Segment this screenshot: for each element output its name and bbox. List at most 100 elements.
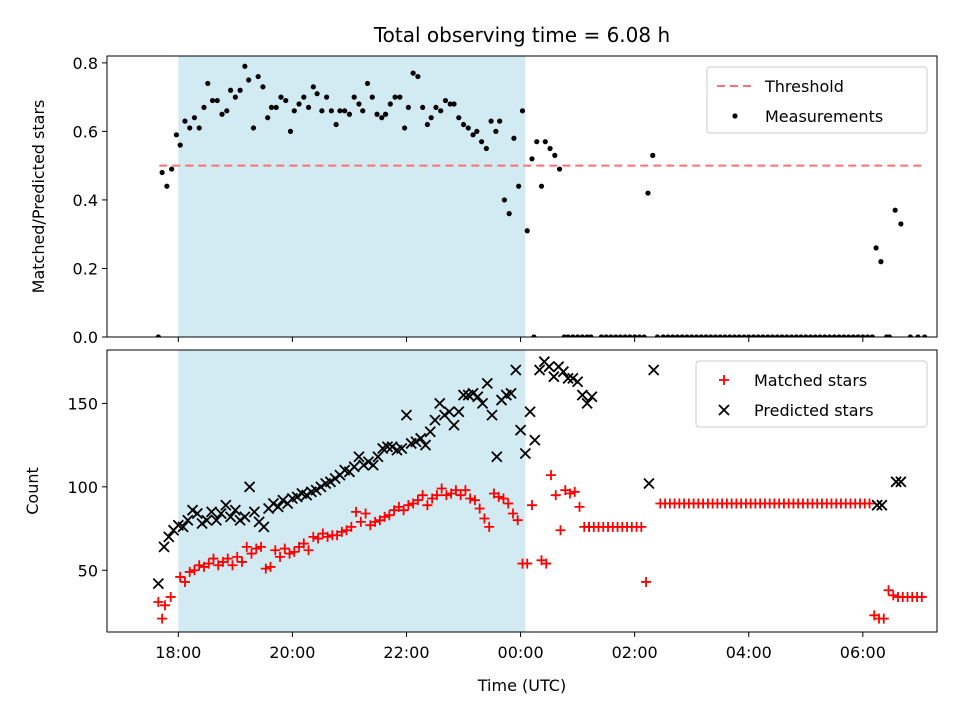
data-point [493,128,499,134]
data-point [351,94,357,100]
data-point [224,511,237,523]
data-point [793,334,799,337]
data-point [351,506,362,517]
data-point [224,108,230,114]
data-point [164,183,170,189]
data-point [588,334,594,337]
data-point [397,94,403,100]
data-point [586,391,598,403]
top-y-tick-label: 0.8 [73,54,98,73]
data-point [465,493,476,504]
data-point [641,334,647,337]
data-point [398,505,409,516]
data-point [410,436,422,448]
data-point [465,125,471,131]
bottom-panel-counts: 50 100 150 18:00 20:00 22:00 00:00 02:00 04:00 06… [67,349,938,662]
data-point [831,334,837,337]
data-point [497,118,503,124]
data-point [222,553,233,564]
data-point [708,334,714,337]
data-point [429,414,441,426]
data-point [374,111,380,117]
data-point [179,576,190,587]
data-point [922,334,928,337]
data-point [384,510,395,521]
data-point [191,115,198,121]
data-point [255,73,261,80]
data-point [608,334,614,337]
data-point [548,371,560,383]
data-point [555,525,566,536]
data-point [510,364,522,376]
data-point [769,334,776,337]
data-point [654,334,661,337]
data-point [574,501,585,512]
data-point [575,334,581,337]
data-point [301,489,313,501]
data-point [301,94,307,100]
data-point [194,560,205,571]
data-point [265,115,271,121]
top-y-tick-label: 0.0 [73,328,98,347]
data-point [355,516,366,527]
data-point [878,613,889,624]
data-point [784,334,790,337]
data-point [346,111,353,117]
legend-label: Matched stars [754,371,867,390]
data-point [542,139,548,145]
data-point [208,553,219,564]
data-point [760,334,766,337]
data-point [214,97,220,104]
data-point [324,476,337,488]
data-point [420,104,426,111]
top-y-axis-label: Matched/Predicted stars [29,100,48,294]
data-point [201,514,213,526]
data-point [736,334,742,337]
data-point [405,104,411,111]
bottom-y-tick-label: 50 [78,561,98,580]
data-point [565,334,571,337]
data-point [822,334,828,337]
data-point [177,521,189,533]
data-point [396,442,408,455]
data-point [598,334,604,337]
data-point [356,101,362,107]
data-point [712,334,719,337]
data-point [422,500,433,511]
data-point [864,334,871,337]
data-point [273,104,279,111]
data-point [169,166,175,172]
top-y-tick-label: 0.2 [73,259,98,278]
data-point [845,334,852,337]
data-point [450,485,461,496]
top-legend: Threshold Measurements [706,66,928,134]
data-point [296,101,302,107]
data-point [287,128,294,134]
data-point [159,169,165,176]
data-point [470,132,476,138]
x-tick-label: 18:00 [155,643,201,662]
data-point [360,508,371,519]
data-point [765,334,771,337]
bottom-y-tick-label: 150 [67,394,98,413]
data-point [665,334,671,337]
data-point [400,409,413,421]
data-point [873,245,879,251]
data-point [571,376,584,388]
data-point [645,190,651,196]
bottom-legend-box [695,360,928,428]
data-point [152,577,164,590]
data-point [279,543,290,554]
data-point [689,334,695,337]
data-point [512,515,523,526]
data-point [364,80,371,87]
data-point [234,514,246,526]
data-point [227,560,238,571]
data-point [229,504,241,516]
data-point [451,101,457,107]
data-point [424,426,436,438]
data-point [576,389,589,401]
legend-matched-marker [719,375,729,385]
data-point [478,139,485,145]
data-point [727,334,733,337]
